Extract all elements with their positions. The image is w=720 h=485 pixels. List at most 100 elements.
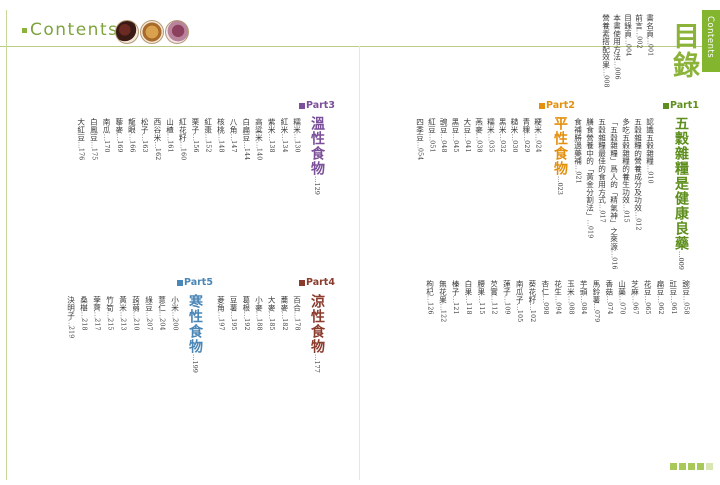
- toc-entry-page: 105: [516, 310, 524, 323]
- toc-entry[interactable]: 認識五穀雜糧…010: [645, 118, 655, 184]
- toc-entry[interactable]: 糙米…030: [510, 118, 519, 153]
- toc-entry[interactable]: 粳米…024: [534, 118, 543, 153]
- toc-entry[interactable]: 竹筍…215: [106, 296, 115, 331]
- toc-entry[interactable]: 葵花籽…102: [528, 280, 537, 322]
- toc-entry[interactable]: 菱角…197: [216, 296, 225, 331]
- toc-entry[interactable]: 白果…118: [464, 280, 473, 315]
- toc-entry-name: 目錄頁: [623, 14, 633, 38]
- toc-entry[interactable]: 五穀雜糧的營養成分及功效…012: [634, 118, 643, 231]
- toc-entry-page: 204: [158, 318, 166, 331]
- toc-entry[interactable]: 白鳳豆…175: [89, 118, 98, 160]
- toc-entry[interactable]: 葛根…192: [242, 296, 251, 331]
- toc-entry[interactable]: 核桃…148: [216, 118, 225, 153]
- toc-entry[interactable]: 杏仁…098: [541, 280, 550, 315]
- toc-entry[interactable]: 馬鈴薯…079: [592, 280, 601, 322]
- toc-entry[interactable]: 蒟蒻…210: [132, 296, 141, 331]
- toc-entry-page: 061: [669, 302, 677, 315]
- toc-entry[interactable]: 桑椹…218: [79, 296, 89, 331]
- toc-entry[interactable]: 五穀雜糧最佳的食用方式…017: [597, 118, 607, 223]
- toc-entry[interactable]: 食補勝過藥補…021: [574, 118, 583, 184]
- toc-entry[interactable]: 紫米…138: [267, 118, 276, 153]
- toc-entry[interactable]: 糯米…130: [293, 118, 302, 153]
- toc-entry[interactable]: 本書使用方法…006: [613, 14, 622, 80]
- toc-entry[interactable]: 高粱米…140: [254, 118, 263, 160]
- toc-entry[interactable]: 黑豆…045: [450, 118, 460, 153]
- toc-entry[interactable]: 大紅豆…176: [77, 118, 86, 160]
- toc-entry[interactable]: 龍眼…166: [127, 118, 136, 153]
- toc-entry[interactable]: 山楂…161: [166, 118, 175, 153]
- toc-entry-page: 019: [586, 226, 594, 239]
- toc-entry-leader: …: [229, 311, 239, 319]
- toc-entry[interactable]: 腰果…115: [477, 280, 486, 315]
- toc-entry[interactable]: 藜麥…169: [115, 118, 124, 153]
- toc-entry[interactable]: 榛子…121: [451, 280, 461, 315]
- toc-entry-name: 四季豆: [415, 118, 425, 142]
- toc-entry[interactable]: 蓮子…109: [502, 280, 511, 315]
- toc-entry[interactable]: 荸薺…217: [93, 296, 102, 331]
- toc-entry[interactable]: 西谷米…162: [153, 118, 162, 160]
- toc-entry[interactable]: 大豆…041: [463, 118, 472, 153]
- toc-entry-name: 黃米: [118, 296, 128, 312]
- toc-entry[interactable]: 扁豆…062: [655, 280, 665, 315]
- toc-entry[interactable]: 八角…147: [229, 118, 238, 153]
- toc-entry[interactable]: 芋頭…084: [579, 280, 588, 315]
- toc-entry-page: 074: [605, 302, 613, 315]
- toc-entry[interactable]: 紅棗…152: [204, 118, 213, 153]
- toc-entry-leader: …: [655, 295, 665, 303]
- toc-entry-page: 130: [293, 140, 301, 153]
- toc-entry[interactable]: 香菇…074: [605, 280, 614, 315]
- toc-entry[interactable]: 豆薯…195: [229, 296, 239, 331]
- toc-entry[interactable]: 豇豆…061: [669, 280, 678, 315]
- toc-entry[interactable]: 多吃五穀雜糧的養生功效…015: [622, 118, 631, 223]
- toc-entry[interactable]: 綠豆…207: [145, 296, 154, 331]
- toc-entry[interactable]: 四季豆…054: [415, 118, 425, 160]
- toc-entry-name: 桑椹: [79, 296, 89, 312]
- toc-entry-leader: …: [566, 295, 576, 303]
- toc-entry[interactable]: 燕麥…038: [475, 118, 484, 153]
- part3-label: Part3: [306, 100, 335, 111]
- toc-entry[interactable]: 松子…163: [140, 118, 149, 153]
- toc-entry[interactable]: 小麥…188: [254, 296, 264, 331]
- toc-entry[interactable]: 南瓜…170: [102, 118, 111, 153]
- toc-entry[interactable]: 薏仁…204: [158, 296, 167, 331]
- toc-entry[interactable]: 芡實…112: [490, 280, 499, 315]
- toc-entry[interactable]: 前言…002: [635, 14, 644, 49]
- toc-entry[interactable]: 花生…094: [554, 280, 563, 315]
- toc-entry[interactable]: 枸杞…126: [426, 280, 435, 315]
- toc-entry[interactable]: 豌豆…058: [682, 280, 691, 315]
- toc-entry[interactable]: 紅豆…051: [427, 118, 436, 153]
- toc-entry[interactable]: 大麥…185: [267, 296, 276, 331]
- toc-entry-name: 小麥: [254, 296, 264, 312]
- toc-entry[interactable]: 決明子…219: [67, 296, 76, 338]
- toc-entry[interactable]: 書名頁…001: [646, 14, 655, 56]
- toc-entry[interactable]: 南瓜子…105: [515, 280, 524, 323]
- toc-entry[interactable]: 青稞…029: [522, 118, 531, 153]
- toc-entry[interactable]: 黑米…032: [498, 118, 507, 153]
- toc-entry[interactable]: 小米…200: [171, 296, 180, 331]
- toc-entry[interactable]: 「五穀雜糧」爲人的「精氣神」之來源…016: [610, 118, 619, 270]
- toc-entry[interactable]: 花豆…065: [643, 280, 652, 315]
- toc-entry-name: 認識五穀雜糧: [645, 118, 655, 165]
- toc-entry-page: 045: [451, 140, 459, 153]
- toc-entry[interactable]: 芝麻…067: [630, 280, 639, 315]
- toc-entry-page: 070: [618, 302, 626, 315]
- toc-entry[interactable]: 無花果…122: [438, 280, 447, 322]
- toc-entry[interactable]: 糯米…035: [486, 118, 495, 153]
- toc-entry-leader: …: [451, 295, 461, 303]
- toc-entry[interactable]: 紅米…134: [280, 118, 289, 153]
- toc-entry[interactable]: 栗子…156: [191, 118, 200, 153]
- toc-entry[interactable]: 百合…178: [293, 296, 302, 331]
- toc-entry[interactable]: 營養素搭配效果…008: [602, 14, 611, 88]
- toc-entry[interactable]: 目錄頁…004: [623, 14, 633, 56]
- toc-entry[interactable]: 黃米…213: [118, 296, 128, 331]
- toc-entry[interactable]: 膳食營養中的「黃金分割法」…019: [586, 118, 595, 239]
- toc-entry-name: 五穀雜糧最佳的食用方式: [597, 118, 607, 204]
- toc-entry[interactable]: 蕎麥…182: [280, 296, 289, 331]
- toc-entry[interactable]: 豌豆…048: [439, 118, 448, 153]
- toc-entry[interactable]: 山藥…070: [618, 280, 627, 315]
- toc-entry[interactable]: 玉米…088: [566, 280, 576, 315]
- toc-entry-page: 041: [463, 140, 471, 153]
- toc-entry[interactable]: 白扁豆…144: [242, 118, 251, 160]
- toc-entry-name: 黑豆: [450, 118, 460, 134]
- toc-entry[interactable]: 紅花籽…160: [178, 118, 187, 160]
